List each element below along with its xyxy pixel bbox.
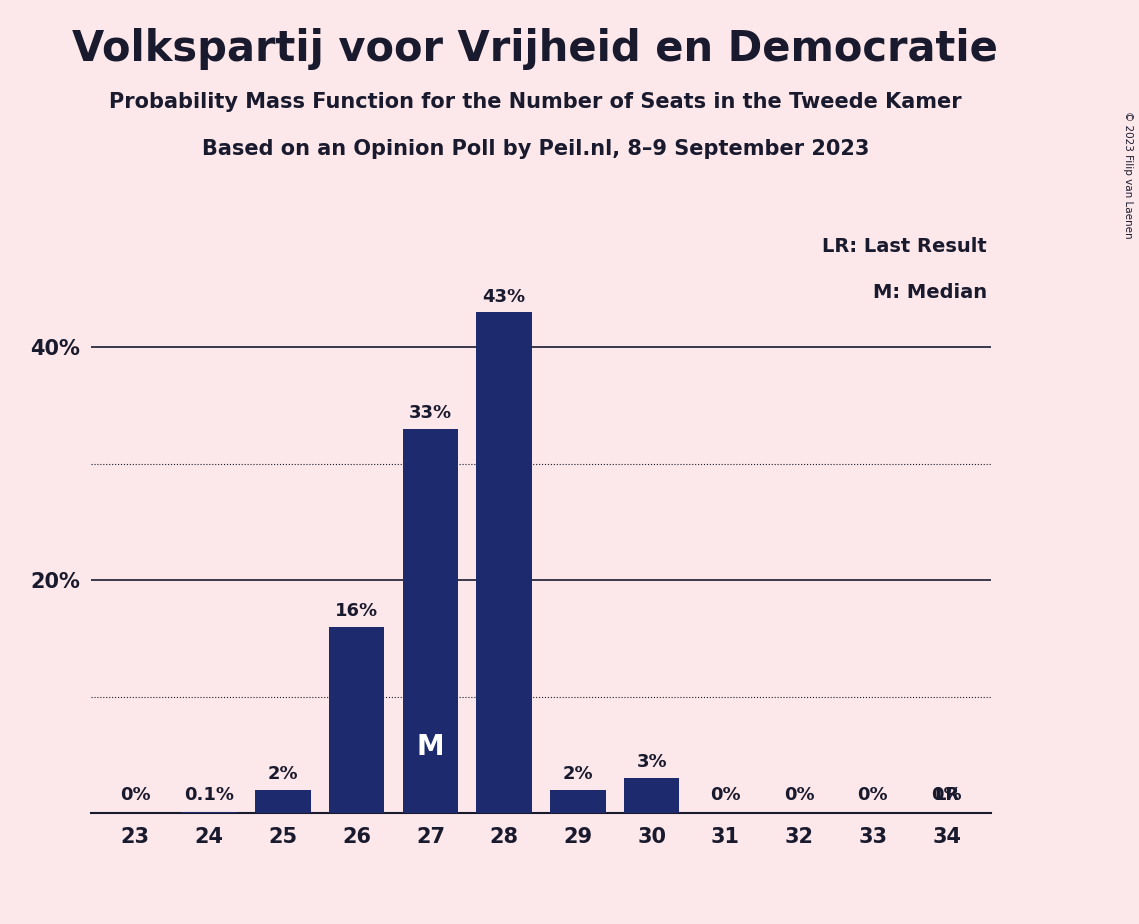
Text: 0%: 0% <box>858 785 888 804</box>
Text: © 2023 Filip van Laenen: © 2023 Filip van Laenen <box>1123 111 1133 238</box>
Text: 33%: 33% <box>409 404 452 422</box>
Text: 0%: 0% <box>784 785 814 804</box>
Text: LR: Last Result: LR: Last Result <box>822 237 988 256</box>
Bar <box>550 790 606 813</box>
Bar <box>403 429 458 813</box>
Text: 0.1%: 0.1% <box>185 785 235 804</box>
Text: 16%: 16% <box>335 602 378 620</box>
Bar <box>329 626 384 813</box>
Text: M: M <box>417 733 444 760</box>
Text: LR: LR <box>934 785 959 804</box>
Text: M: Median: M: Median <box>874 284 988 302</box>
Text: Volkspartij voor Vrijheid en Democratie: Volkspartij voor Vrijheid en Democratie <box>73 28 998 69</box>
Text: Based on an Opinion Poll by Peil.nl, 8–9 September 2023: Based on an Opinion Poll by Peil.nl, 8–9… <box>202 139 869 159</box>
Text: 0%: 0% <box>710 785 740 804</box>
Bar <box>624 778 679 813</box>
Text: 0%: 0% <box>120 785 150 804</box>
Text: Probability Mass Function for the Number of Seats in the Tweede Kamer: Probability Mass Function for the Number… <box>109 92 961 113</box>
Bar <box>181 812 237 813</box>
Text: 2%: 2% <box>563 765 593 783</box>
Bar <box>476 312 532 813</box>
Text: 43%: 43% <box>483 287 526 306</box>
Text: 2%: 2% <box>268 765 298 783</box>
Text: 0%: 0% <box>932 785 962 804</box>
Text: 3%: 3% <box>637 753 667 772</box>
Bar <box>255 790 311 813</box>
